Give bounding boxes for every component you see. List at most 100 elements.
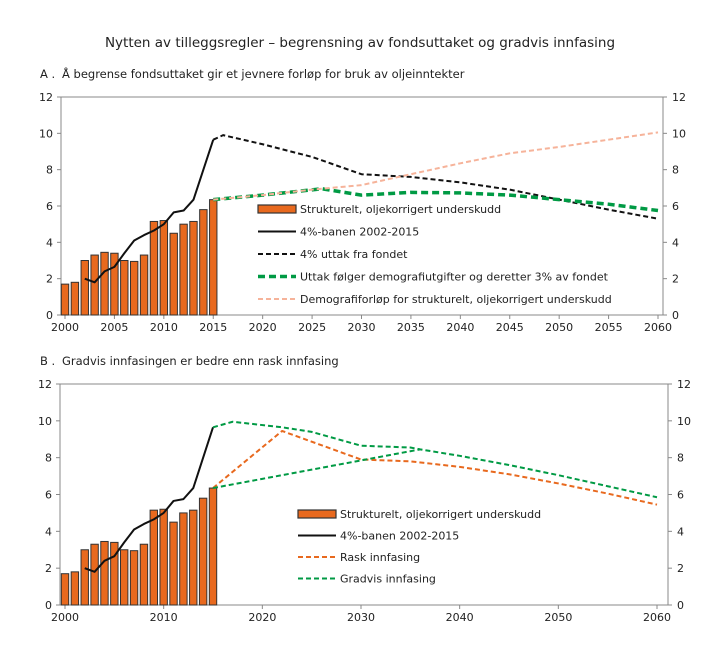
legend-label: 4%-banen 2002-2015 xyxy=(340,530,459,543)
x-tick-label: 2020 xyxy=(248,611,276,624)
y-tick-label-left: 4 xyxy=(45,525,52,538)
panel-b: B . Gradvis innfasingen er bedre enn rask… xyxy=(38,354,691,624)
series-line xyxy=(212,420,658,499)
y-tick-label-left: 12 xyxy=(38,378,52,391)
bar xyxy=(159,508,168,606)
bar xyxy=(198,497,208,606)
bar xyxy=(100,251,109,316)
y-tick-label-right: 4 xyxy=(677,525,684,538)
x-tick-label: 2045 xyxy=(496,321,524,334)
y-tick-label-left: 10 xyxy=(39,127,53,140)
bar xyxy=(80,260,89,316)
bar xyxy=(120,260,129,316)
y-tick-label-left: 12 xyxy=(39,91,53,104)
bar xyxy=(80,549,89,606)
series-line xyxy=(213,131,659,201)
y-tick-label-right: 2 xyxy=(672,273,679,286)
x-tick-label: 2035 xyxy=(397,321,425,334)
series-line xyxy=(84,426,214,573)
y-tick-label-right: 10 xyxy=(677,415,691,428)
y-tick-label-left: 4 xyxy=(46,236,53,249)
bar xyxy=(129,550,139,606)
bar xyxy=(169,232,178,316)
series-line xyxy=(84,139,215,284)
x-tick-label: 2050 xyxy=(545,321,573,334)
figure-title: Nytten av tilleggsregler – begrensning a… xyxy=(105,35,615,51)
x-tick-label: 2010 xyxy=(150,321,178,334)
y-tick-label-right: 4 xyxy=(672,236,679,249)
legend-swatch xyxy=(297,509,337,519)
legend-label: 4% uttak fra fondet xyxy=(300,248,408,261)
bar xyxy=(60,283,70,316)
y-tick-label-left: 8 xyxy=(46,164,53,177)
y-tick-label-right: 12 xyxy=(672,91,686,104)
bar xyxy=(110,252,119,316)
series-line xyxy=(213,186,659,213)
x-tick-label: 2025 xyxy=(298,321,326,334)
bar xyxy=(139,543,149,606)
x-tick-label: 2030 xyxy=(347,611,375,624)
y-tick-label-left: 0 xyxy=(46,309,53,322)
panel-label: B . xyxy=(40,354,55,368)
bar xyxy=(189,509,198,606)
bar xyxy=(208,487,218,606)
x-tick-label: 2040 xyxy=(446,321,474,334)
bar xyxy=(129,260,139,316)
bar xyxy=(70,571,80,606)
bar xyxy=(100,540,109,606)
legend-label: Demografiforløp for strukturelt, oljekor… xyxy=(300,293,612,306)
legend-swatch xyxy=(257,204,297,214)
y-tick-label-left: 10 xyxy=(38,415,52,428)
y-tick-label-left: 8 xyxy=(45,452,52,465)
x-tick-label: 2015 xyxy=(199,321,227,334)
bar xyxy=(189,220,198,316)
bar xyxy=(139,254,149,316)
y-tick-label-right: 0 xyxy=(672,309,679,322)
x-tick-label: 2060 xyxy=(643,611,671,624)
y-tick-label-right: 6 xyxy=(677,489,684,502)
y-tick-label-left: 0 xyxy=(45,599,52,612)
bar xyxy=(169,521,178,606)
bar xyxy=(149,509,159,606)
y-tick-label-left: 6 xyxy=(45,489,52,502)
x-tick-label: 2055 xyxy=(595,321,623,334)
bar xyxy=(110,541,119,606)
bar xyxy=(90,254,99,316)
y-tick-label-left: 6 xyxy=(46,200,53,213)
legend-label: Rask innfasing xyxy=(340,551,420,564)
legend-label: Strukturelt, oljekorrigert underskudd xyxy=(340,508,541,521)
panel-a: A . Å begrense fondsuttaket gir et jevner… xyxy=(39,66,686,334)
x-tick-label: 2020 xyxy=(249,321,277,334)
x-tick-label: 2010 xyxy=(150,611,178,624)
legend-label: Uttak følger demografiutgifter og derett… xyxy=(300,271,609,284)
x-tick-label: 2030 xyxy=(348,321,376,334)
legend-label: 4%-banen 2002-2015 xyxy=(300,226,419,239)
bar xyxy=(90,543,99,606)
series-line xyxy=(212,448,421,490)
x-tick-label: 2040 xyxy=(446,611,474,624)
bar xyxy=(60,573,70,606)
y-tick-label-right: 8 xyxy=(677,452,684,465)
y-tick-label-left: 2 xyxy=(45,562,52,575)
bar xyxy=(120,549,129,606)
bar xyxy=(179,512,188,606)
y-tick-label-right: 6 xyxy=(672,200,679,213)
y-tick-label-right: 10 xyxy=(672,127,686,140)
x-tick-label: 2000 xyxy=(51,321,79,334)
y-tick-label-right: 2 xyxy=(677,562,684,575)
y-tick-label-right: 12 xyxy=(677,378,691,391)
y-tick-label-right: 0 xyxy=(677,599,684,612)
bar xyxy=(199,209,208,316)
y-tick-label-left: 2 xyxy=(46,273,53,286)
legend-label: Strukturelt, oljekorrigert underskudd xyxy=(300,203,501,216)
x-tick-label: 2060 xyxy=(644,321,672,334)
x-tick-label: 2050 xyxy=(544,611,572,624)
bar xyxy=(70,281,80,316)
x-tick-label: 2000 xyxy=(51,611,79,624)
series-line xyxy=(212,429,658,506)
bar xyxy=(179,223,188,316)
x-tick-label: 2005 xyxy=(100,321,128,334)
y-tick-label-right: 8 xyxy=(672,164,679,177)
legend-label: Gradvis innfasing xyxy=(340,573,436,586)
